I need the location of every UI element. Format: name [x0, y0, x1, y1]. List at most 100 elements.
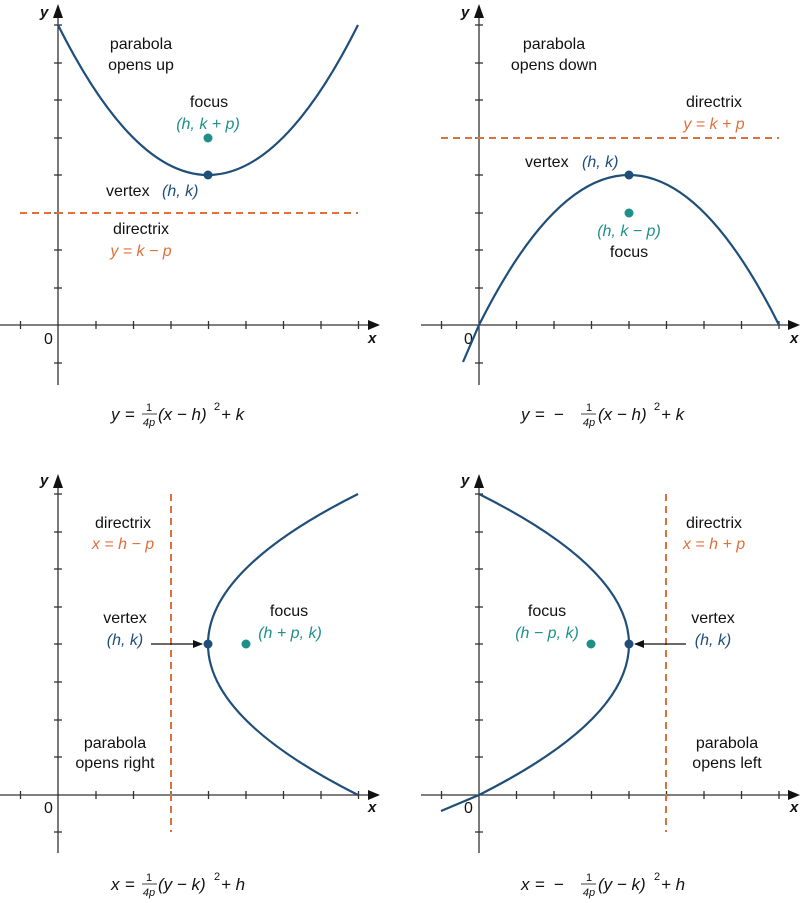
focus-coords: (h, k − p)	[597, 223, 661, 240]
y-axis-arrow-icon	[53, 474, 63, 488]
orientation-label-line1: parabola	[696, 735, 758, 752]
focus-coords: (h + p, k)	[258, 625, 322, 642]
directrix-equation: y = k − p	[109, 243, 171, 260]
y-axis-label: y	[460, 4, 470, 21]
vertex-point	[624, 639, 634, 649]
focus-label: focus	[270, 603, 308, 620]
focus-label: focus	[610, 244, 648, 261]
directrix-equation: x = h + p	[682, 536, 745, 553]
x-axis-label: x	[789, 799, 799, 816]
vertex-coords: (h, k)	[107, 632, 143, 649]
svg-text:+ k: + k	[221, 405, 246, 424]
x-axis-label: x	[367, 799, 377, 816]
vertex-label: vertex	[525, 154, 569, 171]
svg-text:y: y	[520, 405, 531, 424]
svg-text:1: 1	[586, 872, 592, 884]
y-ticks	[54, 493, 62, 833]
orientation-label-line2: opens right	[75, 755, 155, 772]
panel-opens-down: x y 0 parabola opens down directrix y = …	[421, 4, 800, 429]
panel-opens-up: x y 0 parabola opens up focus (h, k + p)…	[0, 4, 380, 429]
vertex-label: vertex	[691, 610, 735, 627]
svg-text:−: −	[554, 875, 564, 894]
vertex-coords: (h, k)	[162, 183, 198, 200]
parabola-curve	[461, 173, 780, 363]
x-axis-arrow-icon	[788, 790, 800, 800]
orientation-label-line1: parabola	[523, 36, 585, 53]
focus-point	[241, 639, 251, 649]
focus-label: focus	[190, 94, 228, 111]
vertex-point	[624, 170, 634, 180]
x-axis-label: x	[789, 330, 799, 347]
svg-text:4p: 4p	[143, 417, 155, 429]
svg-text:(x − h): (x − h)	[158, 405, 207, 424]
svg-text:−: −	[554, 405, 564, 424]
directrix-label: directrix	[686, 515, 742, 532]
x-axis-arrow-icon	[368, 790, 380, 800]
directrix-label: directrix	[686, 94, 742, 111]
y-axis-arrow-icon	[474, 4, 484, 18]
directrix-equation: y = k + p	[682, 116, 744, 133]
svg-text:2: 2	[654, 401, 660, 413]
svg-text:=: =	[535, 405, 545, 424]
svg-text:1: 1	[146, 872, 152, 884]
origin-label: 0	[464, 800, 473, 817]
svg-text:4p: 4p	[583, 417, 595, 429]
orientation-label-line2: opens up	[108, 57, 174, 74]
focus-point	[586, 639, 596, 649]
directrix-equation: x = h − p	[91, 536, 154, 553]
x-ticks	[440, 791, 780, 799]
svg-text:(y − k): (y − k)	[158, 875, 206, 894]
directrix-label: directrix	[95, 515, 151, 532]
svg-text:=: =	[125, 875, 135, 894]
svg-text:+ h: + h	[221, 875, 245, 894]
vertex-label: vertex	[106, 183, 150, 200]
svg-text:=: =	[535, 875, 545, 894]
svg-text:x: x	[520, 875, 530, 894]
x-ticks	[19, 321, 360, 329]
y-axis-arrow-icon	[53, 4, 63, 18]
vertex-coords: (h, k)	[582, 154, 618, 171]
equation: y = 1 4p (x − h) 2 + k	[110, 401, 246, 429]
svg-text:1: 1	[586, 402, 592, 414]
parabola-curve	[440, 493, 631, 813]
svg-text:2: 2	[214, 871, 220, 883]
origin-label: 0	[44, 800, 53, 817]
focus-coords: (h − p, k)	[515, 625, 579, 642]
svg-text:2: 2	[214, 401, 220, 413]
focus-point	[203, 133, 213, 143]
y-axis-label: y	[460, 472, 470, 489]
x-axis-label: x	[367, 330, 377, 347]
y-ticks	[475, 493, 483, 833]
orientation-label-line2: opens left	[692, 755, 762, 772]
orientation-label-line1: parabola	[84, 735, 146, 752]
equation: x = − 1 4p (y − k) 2 + h	[520, 871, 685, 899]
panel-opens-right: x y 0 directrix x = h − p vertex (h, k) …	[0, 472, 380, 899]
svg-text:+ k: + k	[661, 405, 686, 424]
equation: y = − 1 4p (x − h) 2 + k	[520, 401, 686, 429]
orientation-label-line1: parabola	[110, 36, 172, 53]
svg-text:(x − h): (x − h)	[598, 405, 647, 424]
y-axis-label: y	[39, 4, 49, 21]
focus-coords: (h, k + p)	[176, 116, 240, 133]
origin-label: 0	[44, 331, 53, 348]
svg-text:+ h: + h	[661, 875, 685, 894]
svg-text:4p: 4p	[143, 887, 155, 899]
vertex-coords: (h, k)	[695, 632, 731, 649]
vertex-label: vertex	[103, 610, 147, 627]
svg-text:1: 1	[146, 402, 152, 414]
directrix-label: directrix	[113, 221, 169, 238]
orientation-label-line2: opens down	[511, 57, 597, 74]
svg-text:2: 2	[654, 871, 660, 883]
svg-text:y: y	[110, 405, 121, 424]
focus-point	[624, 208, 634, 218]
panel-opens-left: x y 0 directrix x = h + p focus (h − p, …	[421, 472, 800, 899]
vertex-point	[203, 170, 213, 180]
axes	[0, 12, 368, 385]
axes	[421, 482, 790, 853]
svg-text:(y − k): (y − k)	[598, 875, 646, 894]
x-axis-arrow-icon	[788, 320, 800, 330]
x-axis-arrow-icon	[368, 320, 380, 330]
x-ticks	[440, 321, 780, 329]
y-axis-arrow-icon	[474, 474, 484, 488]
